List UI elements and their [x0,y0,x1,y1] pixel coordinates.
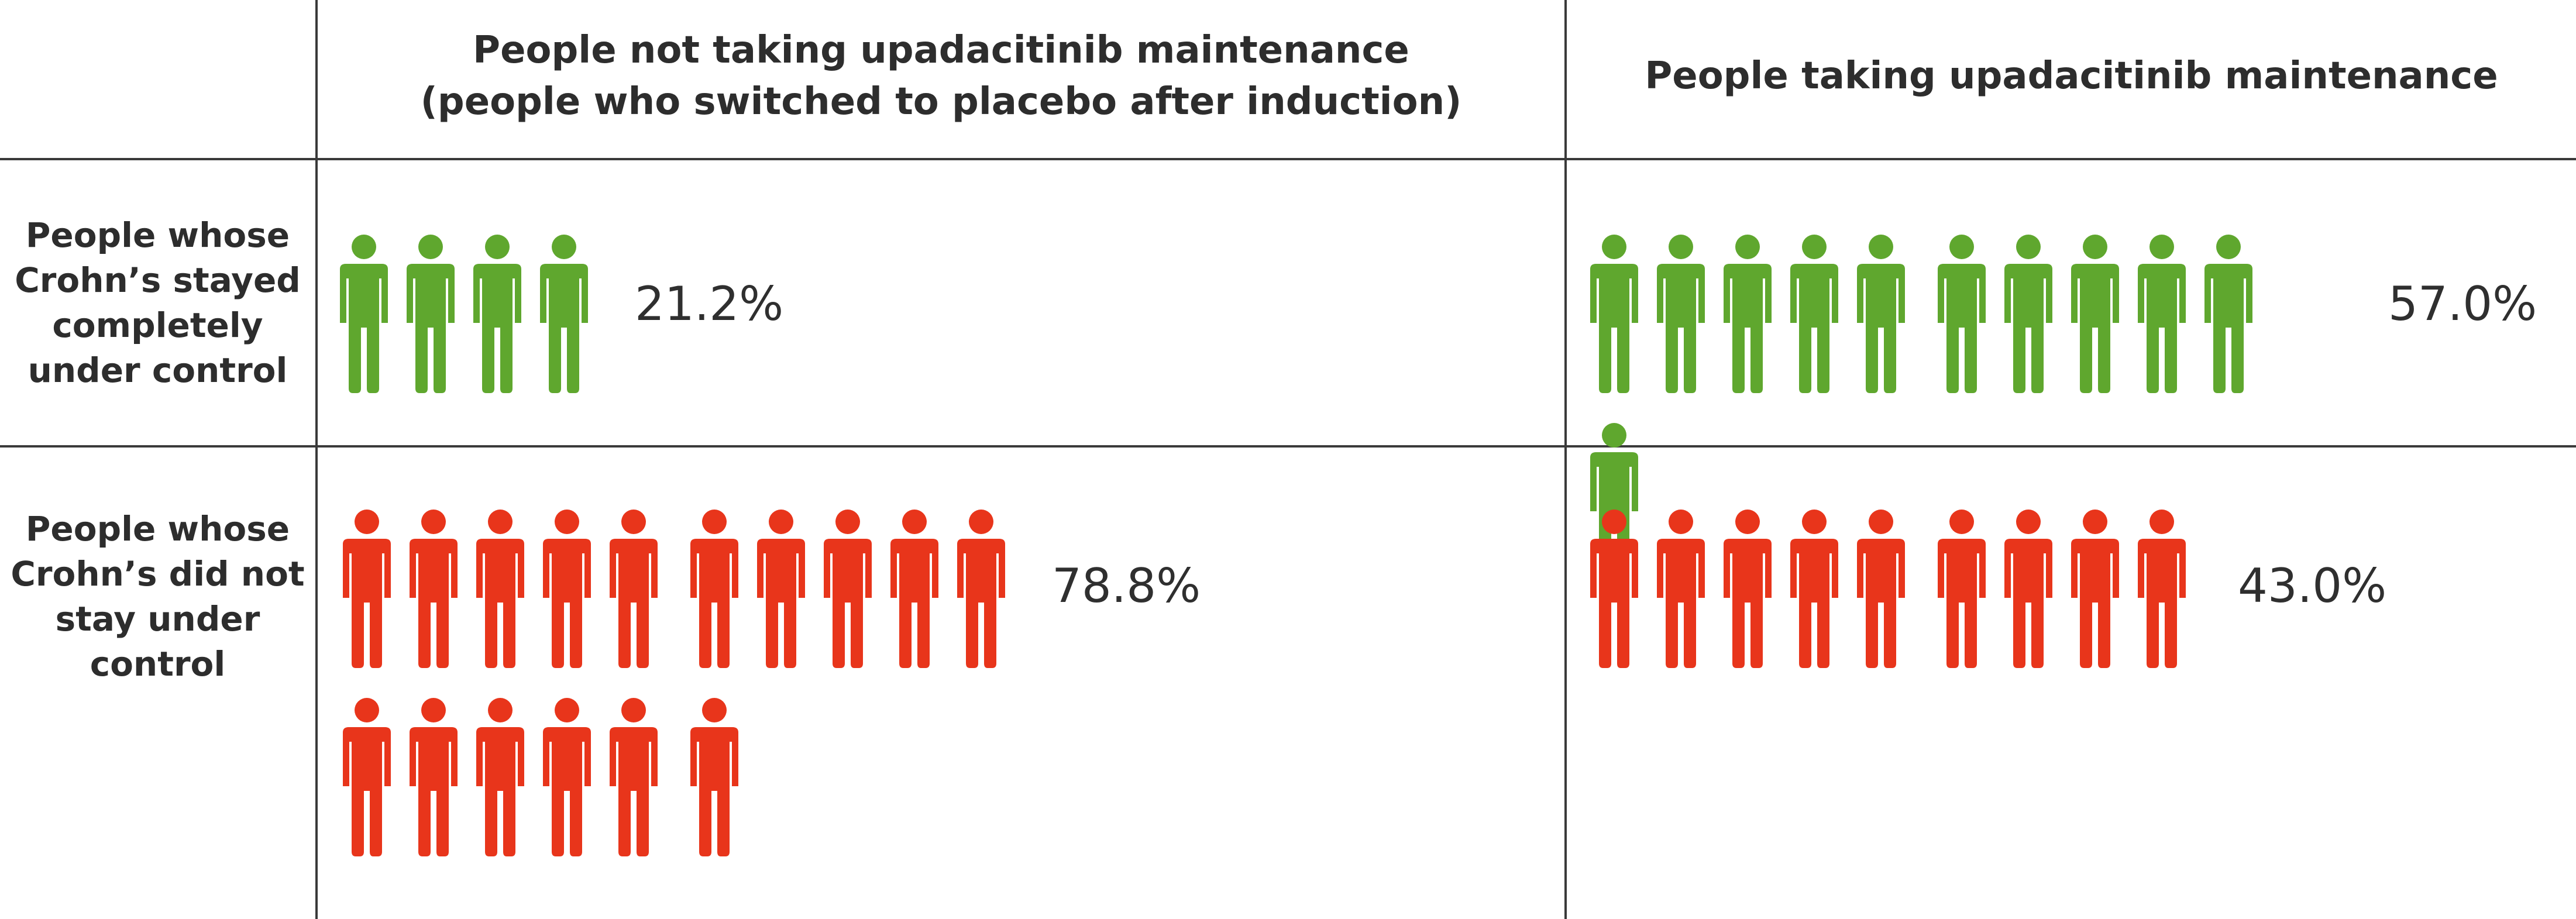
person-icon [610,698,658,856]
person-icon [340,235,388,393]
row-header-line: control [90,643,226,684]
person-icon [543,698,591,856]
person-icon [407,235,455,393]
person-icon [690,510,738,668]
person-icon [2004,510,2052,668]
header-divider [0,158,2576,160]
person-icon [473,235,521,393]
person-icon [343,510,391,668]
row-header-line: completely [52,305,263,345]
person-icon [2138,510,2186,668]
person-icon [957,510,1005,668]
person-icon [610,510,658,668]
column-header-maintenance: People taking upadacitinib maintenance [1567,18,2576,135]
person-icon [757,510,805,668]
person-icon [1790,510,1838,668]
column-header-line-2: (people who switched to placebo after in… [420,80,1462,123]
person-icon [410,698,458,856]
person-icon [1857,510,1905,668]
person-icon [410,510,458,668]
person-icon [1590,510,1638,668]
person-icon [543,510,591,668]
percent-label-controlled-no-maintenance: 21.2% [635,277,784,331]
left-column-divider [315,0,318,919]
percent-label-controlled-maintenance: 57.0% [2388,277,2537,331]
column-header-line-1: People not taking upadacitinib maintenan… [473,29,1409,72]
person-icon [2071,235,2119,393]
middle-column-divider [1564,0,1567,919]
person-icon [2204,235,2252,393]
person-icon [1657,235,1705,393]
row-header-line: People whose [25,508,290,549]
person-icon [1657,510,1705,668]
person-icon [690,698,738,856]
person-icon [1724,235,1772,393]
person-icon [1790,235,1838,393]
person-icon [890,510,938,668]
person-icon [343,698,391,856]
percent-label-not-controlled-no-maintenance: 78.8% [1052,559,1201,613]
person-icon [1724,510,1772,668]
person-icon [1590,235,1638,393]
person-icon [2004,235,2052,393]
percent-label-not-controlled-maintenance: 43.0% [2238,559,2387,613]
person-icon [476,698,524,856]
person-icon [1938,235,1986,393]
column-header-no-maintenance: People not taking upadacitinib maintenan… [318,18,1564,135]
row-header-line: People whose [25,215,290,255]
person-icon [2138,235,2186,393]
row-header-line: under control [27,350,288,390]
person-icon [476,510,524,668]
person-icon [2071,510,2119,668]
person-icon [1857,235,1905,393]
person-icon [1938,510,1986,668]
column-header-line-1: People taking upadacitinib maintenance [1645,54,2498,98]
person-icon [824,510,872,668]
row-header-line: Crohn’s did not [11,553,305,594]
row-divider [0,445,2576,448]
row-header-controlled: People whose Crohn’s stayed completely u… [0,160,315,445]
row-header-line: stay under [55,598,260,639]
row-header-line: Crohn’s stayed [15,260,301,300]
person-icon [540,235,588,393]
row-header-not-controlled: People whose Crohn’s did not stay under … [0,448,315,745]
